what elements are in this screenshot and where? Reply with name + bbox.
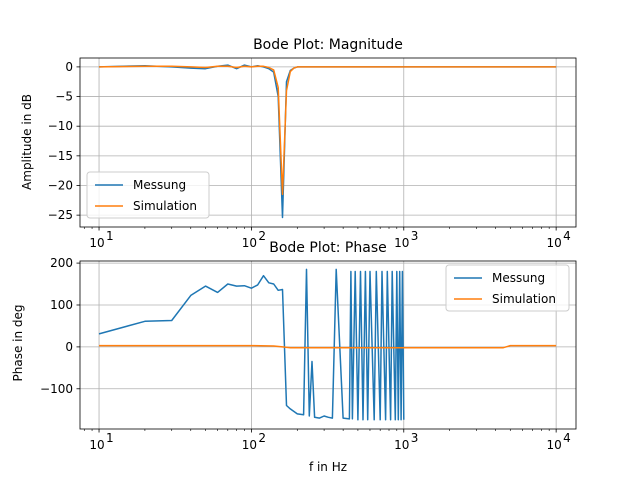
y-tick-label: 0 <box>65 60 73 74</box>
x-tick-label: 10 <box>89 236 104 250</box>
phase-title: Bode Plot: Phase <box>269 240 386 256</box>
magnitude-frame <box>79 57 577 228</box>
phase-ylabel: Phase in deg <box>11 304 25 381</box>
x-tick-label: 10 <box>547 438 562 452</box>
series-line-messung <box>98 268 405 421</box>
x-tick-exponent: 3 <box>411 229 419 243</box>
x-tick-exponent: 2 <box>258 431 266 445</box>
x-tick-label: 10 <box>242 236 257 250</box>
legend-label: Simulation <box>133 199 197 213</box>
y-tick-label: 0 <box>65 340 73 354</box>
phase-axes: Bode Plot: Phase Phase in deg f in Hz 10… <box>11 240 577 474</box>
x-tick-exponent: 4 <box>563 431 571 445</box>
y-tick-label: −100 <box>40 382 73 396</box>
phase-xlabel: f in Hz <box>309 460 347 474</box>
y-tick-label: −10 <box>48 119 73 133</box>
phase-legend: Messung Simulation <box>445 264 570 312</box>
y-tick-label: 200 <box>50 256 73 270</box>
magnitude-ylabel: Amplitude in dB <box>20 94 34 190</box>
y-tick-label: −25 <box>48 208 73 222</box>
magnitude-lines <box>98 64 557 219</box>
magnitude-title: Bode Plot: Magnitude <box>253 37 403 53</box>
x-tick-exponent: 4 <box>563 229 571 243</box>
x-tick-exponent: 3 <box>411 431 419 445</box>
x-tick-exponent: 2 <box>258 229 266 243</box>
phase-lines <box>98 268 557 421</box>
x-tick-label: 10 <box>242 438 257 452</box>
y-tick-label: −15 <box>48 149 73 163</box>
series-line-simulation <box>98 65 557 196</box>
magnitude-axes: Bode Plot: Magnitude Amplitude in dB 10 1… <box>20 37 577 250</box>
legend-label: Simulation <box>492 292 556 306</box>
magnitude-legend: Messung Simulation <box>86 171 210 219</box>
phase-frame <box>79 260 577 430</box>
y-tick-label: −20 <box>48 178 73 192</box>
x-tick-label: 10 <box>547 236 562 250</box>
legend-label: Messung <box>492 271 545 285</box>
x-tick-label: 10 <box>89 438 104 452</box>
legend-label: Messung <box>133 178 186 192</box>
y-tick-label: 100 <box>50 298 73 312</box>
magnitude-ticks: 10 1 10 2 10 3 10 40−5−10−15−20−25 <box>48 60 571 250</box>
x-tick-label: 10 <box>394 236 409 250</box>
x-tick-label: 10 <box>394 438 409 452</box>
y-tick-label: −5 <box>55 90 73 104</box>
x-tick-exponent: 1 <box>106 229 114 243</box>
series-line-simulation <box>99 344 557 349</box>
x-tick-exponent: 1 <box>106 431 114 445</box>
